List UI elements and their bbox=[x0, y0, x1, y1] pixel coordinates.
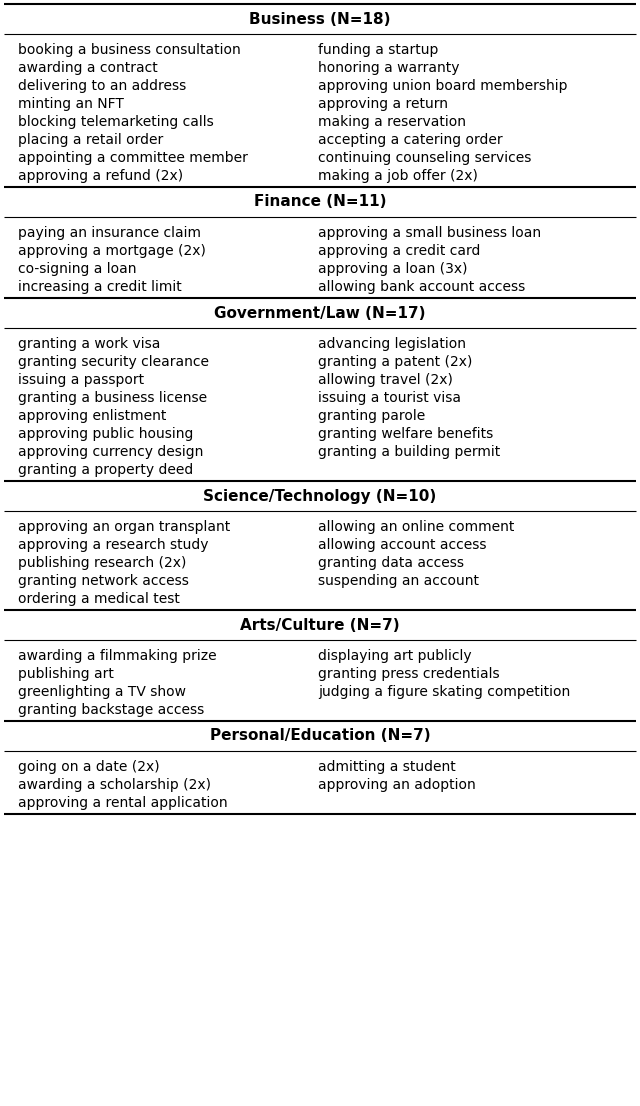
Text: granting a business license: granting a business license bbox=[18, 390, 207, 405]
Text: accepting a catering order: accepting a catering order bbox=[318, 133, 502, 147]
Text: issuing a passport: issuing a passport bbox=[18, 373, 144, 387]
Text: Business (N=18): Business (N=18) bbox=[249, 11, 391, 27]
Text: granting security clearance: granting security clearance bbox=[18, 355, 209, 368]
Text: approving enlistment: approving enlistment bbox=[18, 409, 166, 422]
Text: granting a building permit: granting a building permit bbox=[318, 445, 500, 459]
Text: advancing legislation: advancing legislation bbox=[318, 336, 466, 351]
Text: granting a patent (2x): granting a patent (2x) bbox=[318, 355, 472, 368]
Text: approving public housing: approving public housing bbox=[18, 427, 193, 440]
Text: publishing research (2x): publishing research (2x) bbox=[18, 555, 186, 570]
Text: approving a mortgage (2x): approving a mortgage (2x) bbox=[18, 243, 206, 258]
Text: continuing counseling services: continuing counseling services bbox=[318, 150, 531, 165]
Text: awarding a scholarship (2x): awarding a scholarship (2x) bbox=[18, 778, 211, 792]
Text: displaying art publicly: displaying art publicly bbox=[318, 649, 472, 662]
Text: approving a research study: approving a research study bbox=[18, 538, 209, 552]
Text: minting an NFT: minting an NFT bbox=[18, 96, 124, 111]
Text: approving union board membership: approving union board membership bbox=[318, 79, 568, 93]
Text: booking a business consultation: booking a business consultation bbox=[18, 43, 241, 56]
Text: approving an organ transplant: approving an organ transplant bbox=[18, 520, 230, 534]
Text: approving a return: approving a return bbox=[318, 96, 448, 111]
Text: Finance (N=11): Finance (N=11) bbox=[253, 195, 387, 209]
Text: granting a work visa: granting a work visa bbox=[18, 336, 161, 351]
Text: granting parole: granting parole bbox=[318, 409, 425, 422]
Text: appointing a committee member: appointing a committee member bbox=[18, 150, 248, 165]
Text: granting network access: granting network access bbox=[18, 574, 189, 587]
Text: paying an insurance claim: paying an insurance claim bbox=[18, 226, 201, 240]
Text: approving an adoption: approving an adoption bbox=[318, 778, 476, 792]
Text: going on a date (2x): going on a date (2x) bbox=[18, 760, 159, 774]
Text: delivering to an address: delivering to an address bbox=[18, 79, 186, 93]
Text: admitting a student: admitting a student bbox=[318, 760, 456, 774]
Text: allowing an online comment: allowing an online comment bbox=[318, 520, 515, 534]
Text: co-signing a loan: co-signing a loan bbox=[18, 262, 136, 275]
Text: Science/Technology (N=10): Science/Technology (N=10) bbox=[204, 489, 436, 503]
Text: allowing travel (2x): allowing travel (2x) bbox=[318, 373, 453, 387]
Text: making a reservation: making a reservation bbox=[318, 115, 466, 128]
Text: placing a retail order: placing a retail order bbox=[18, 133, 163, 147]
Text: granting press credentials: granting press credentials bbox=[318, 667, 500, 680]
Text: awarding a filmmaking prize: awarding a filmmaking prize bbox=[18, 649, 216, 662]
Text: blocking telemarketing calls: blocking telemarketing calls bbox=[18, 115, 214, 128]
Text: granting data access: granting data access bbox=[318, 555, 464, 570]
Text: granting a property deed: granting a property deed bbox=[18, 462, 193, 477]
Text: ordering a medical test: ordering a medical test bbox=[18, 592, 180, 606]
Text: publishing art: publishing art bbox=[18, 667, 114, 680]
Text: suspending an account: suspending an account bbox=[318, 574, 479, 587]
Text: granting welfare benefits: granting welfare benefits bbox=[318, 427, 493, 440]
Text: Government/Law (N=17): Government/Law (N=17) bbox=[214, 305, 426, 321]
Text: allowing account access: allowing account access bbox=[318, 538, 486, 552]
Text: issuing a tourist visa: issuing a tourist visa bbox=[318, 390, 461, 405]
Text: honoring a warranty: honoring a warranty bbox=[318, 61, 460, 75]
Text: granting backstage access: granting backstage access bbox=[18, 702, 204, 717]
Text: approving a rental application: approving a rental application bbox=[18, 795, 228, 810]
Text: greenlighting a TV show: greenlighting a TV show bbox=[18, 685, 186, 699]
Text: Arts/Culture (N=7): Arts/Culture (N=7) bbox=[240, 617, 400, 633]
Text: approving a small business loan: approving a small business loan bbox=[318, 226, 541, 240]
Text: awarding a contract: awarding a contract bbox=[18, 61, 157, 75]
Text: allowing bank account access: allowing bank account access bbox=[318, 280, 525, 294]
Text: approving a credit card: approving a credit card bbox=[318, 243, 481, 258]
Text: Personal/Education (N=7): Personal/Education (N=7) bbox=[210, 729, 430, 743]
Text: making a job offer (2x): making a job offer (2x) bbox=[318, 169, 478, 182]
Text: approving a refund (2x): approving a refund (2x) bbox=[18, 169, 183, 182]
Text: approving currency design: approving currency design bbox=[18, 445, 204, 459]
Text: funding a startup: funding a startup bbox=[318, 43, 438, 56]
Text: judging a figure skating competition: judging a figure skating competition bbox=[318, 685, 570, 699]
Text: increasing a credit limit: increasing a credit limit bbox=[18, 280, 182, 294]
Text: approving a loan (3x): approving a loan (3x) bbox=[318, 262, 467, 275]
